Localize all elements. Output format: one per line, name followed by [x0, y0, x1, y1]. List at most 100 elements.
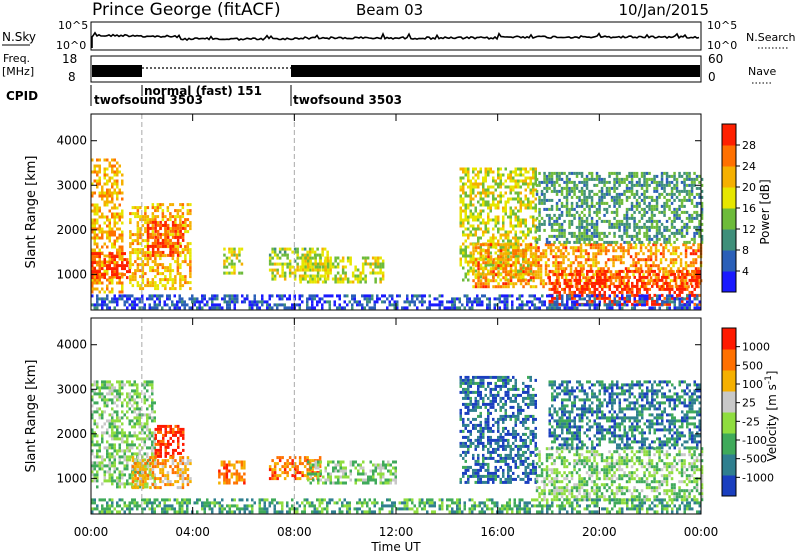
data-cell — [469, 194, 472, 198]
data-cell — [643, 189, 646, 193]
data-cell — [685, 171, 689, 175]
data-cell — [472, 170, 475, 174]
data-cell — [628, 186, 631, 190]
data-cell — [108, 386, 111, 390]
data-cell — [522, 221, 525, 225]
data-cell — [344, 277, 347, 281]
data-cell — [581, 297, 584, 301]
data-cell — [159, 245, 162, 249]
data-cell — [121, 410, 124, 414]
data-cell — [600, 219, 604, 223]
data-cell — [144, 215, 147, 219]
data-cell — [261, 300, 264, 304]
data-cell — [698, 300, 701, 304]
data-cell — [464, 251, 467, 255]
data-cell — [228, 262, 231, 266]
data-cell — [499, 255, 503, 259]
data-cell — [675, 228, 679, 232]
data-cell — [568, 278, 571, 282]
data-cell — [316, 253, 319, 257]
data-cell — [301, 277, 305, 281]
data-cell — [184, 257, 187, 261]
data-cell — [590, 171, 594, 175]
data-cell — [514, 233, 517, 237]
data-cell — [648, 269, 651, 273]
data-cell — [542, 279, 545, 283]
data-cell — [113, 158, 116, 162]
data-cell — [531, 303, 534, 307]
data-cell — [678, 171, 681, 175]
data-cell — [421, 294, 424, 298]
data-cell — [329, 259, 332, 263]
data-cell — [579, 252, 583, 256]
data-cell — [484, 227, 487, 231]
data-cell — [664, 279, 668, 283]
data-cell — [353, 294, 356, 298]
data-cell — [522, 285, 525, 289]
data-cell — [583, 228, 586, 232]
data-cell — [121, 179, 124, 183]
data-cell — [535, 240, 539, 244]
data-cell — [694, 267, 698, 271]
data-cell — [306, 274, 309, 278]
data-cell — [381, 300, 384, 304]
data-cell — [532, 270, 535, 274]
data-cell — [344, 265, 347, 269]
data-cell — [588, 278, 591, 282]
data-cell — [153, 294, 156, 298]
data-cell — [619, 261, 623, 265]
data-cell — [148, 306, 151, 310]
data-cell — [213, 306, 216, 310]
data-cell — [550, 222, 554, 226]
data-cell — [557, 270, 560, 274]
data-cell — [101, 275, 104, 279]
data-cell — [151, 241, 155, 245]
data-cell — [144, 218, 147, 222]
data-cell — [108, 422, 111, 426]
data-cell — [544, 252, 548, 256]
data-cell — [610, 171, 614, 175]
data-cell — [685, 192, 689, 196]
data-cell — [668, 207, 671, 211]
data-cell — [499, 233, 502, 237]
data-cell — [304, 265, 307, 269]
data-cell — [527, 206, 530, 210]
data-cell — [497, 266, 500, 270]
data-cell — [174, 287, 177, 291]
data-cell — [669, 258, 673, 262]
data-cell — [680, 225, 684, 229]
data-cell — [233, 271, 236, 275]
data-cell — [166, 269, 170, 273]
data-cell — [156, 238, 160, 242]
data-cell — [635, 201, 639, 205]
data-cell — [138, 306, 141, 310]
data-cell — [151, 220, 155, 224]
data-cell — [166, 297, 169, 301]
data-cell — [552, 264, 555, 268]
data-cell — [129, 278, 132, 282]
data-cell — [336, 280, 340, 284]
data-cell — [291, 271, 294, 275]
data-cell — [609, 273, 613, 277]
data-cell — [479, 285, 483, 289]
data-cell — [116, 449, 119, 453]
data-cell — [655, 198, 659, 202]
data-cell — [304, 259, 307, 263]
data-cell — [101, 437, 104, 441]
data-cell — [689, 264, 693, 268]
data-cell — [173, 306, 176, 310]
data-cell — [441, 294, 444, 298]
data-cell — [101, 306, 104, 310]
data-cell — [653, 269, 656, 273]
data-cell — [700, 201, 704, 205]
data-cell — [550, 198, 554, 202]
data-cell — [240, 247, 244, 251]
data-cell — [519, 185, 522, 189]
data-cell — [502, 243, 505, 247]
data-cell — [628, 207, 631, 211]
data-cell — [698, 180, 701, 184]
data-cell — [613, 222, 616, 226]
data-cell — [186, 224, 190, 228]
data-cell — [118, 227, 121, 231]
data-cell — [594, 255, 598, 259]
